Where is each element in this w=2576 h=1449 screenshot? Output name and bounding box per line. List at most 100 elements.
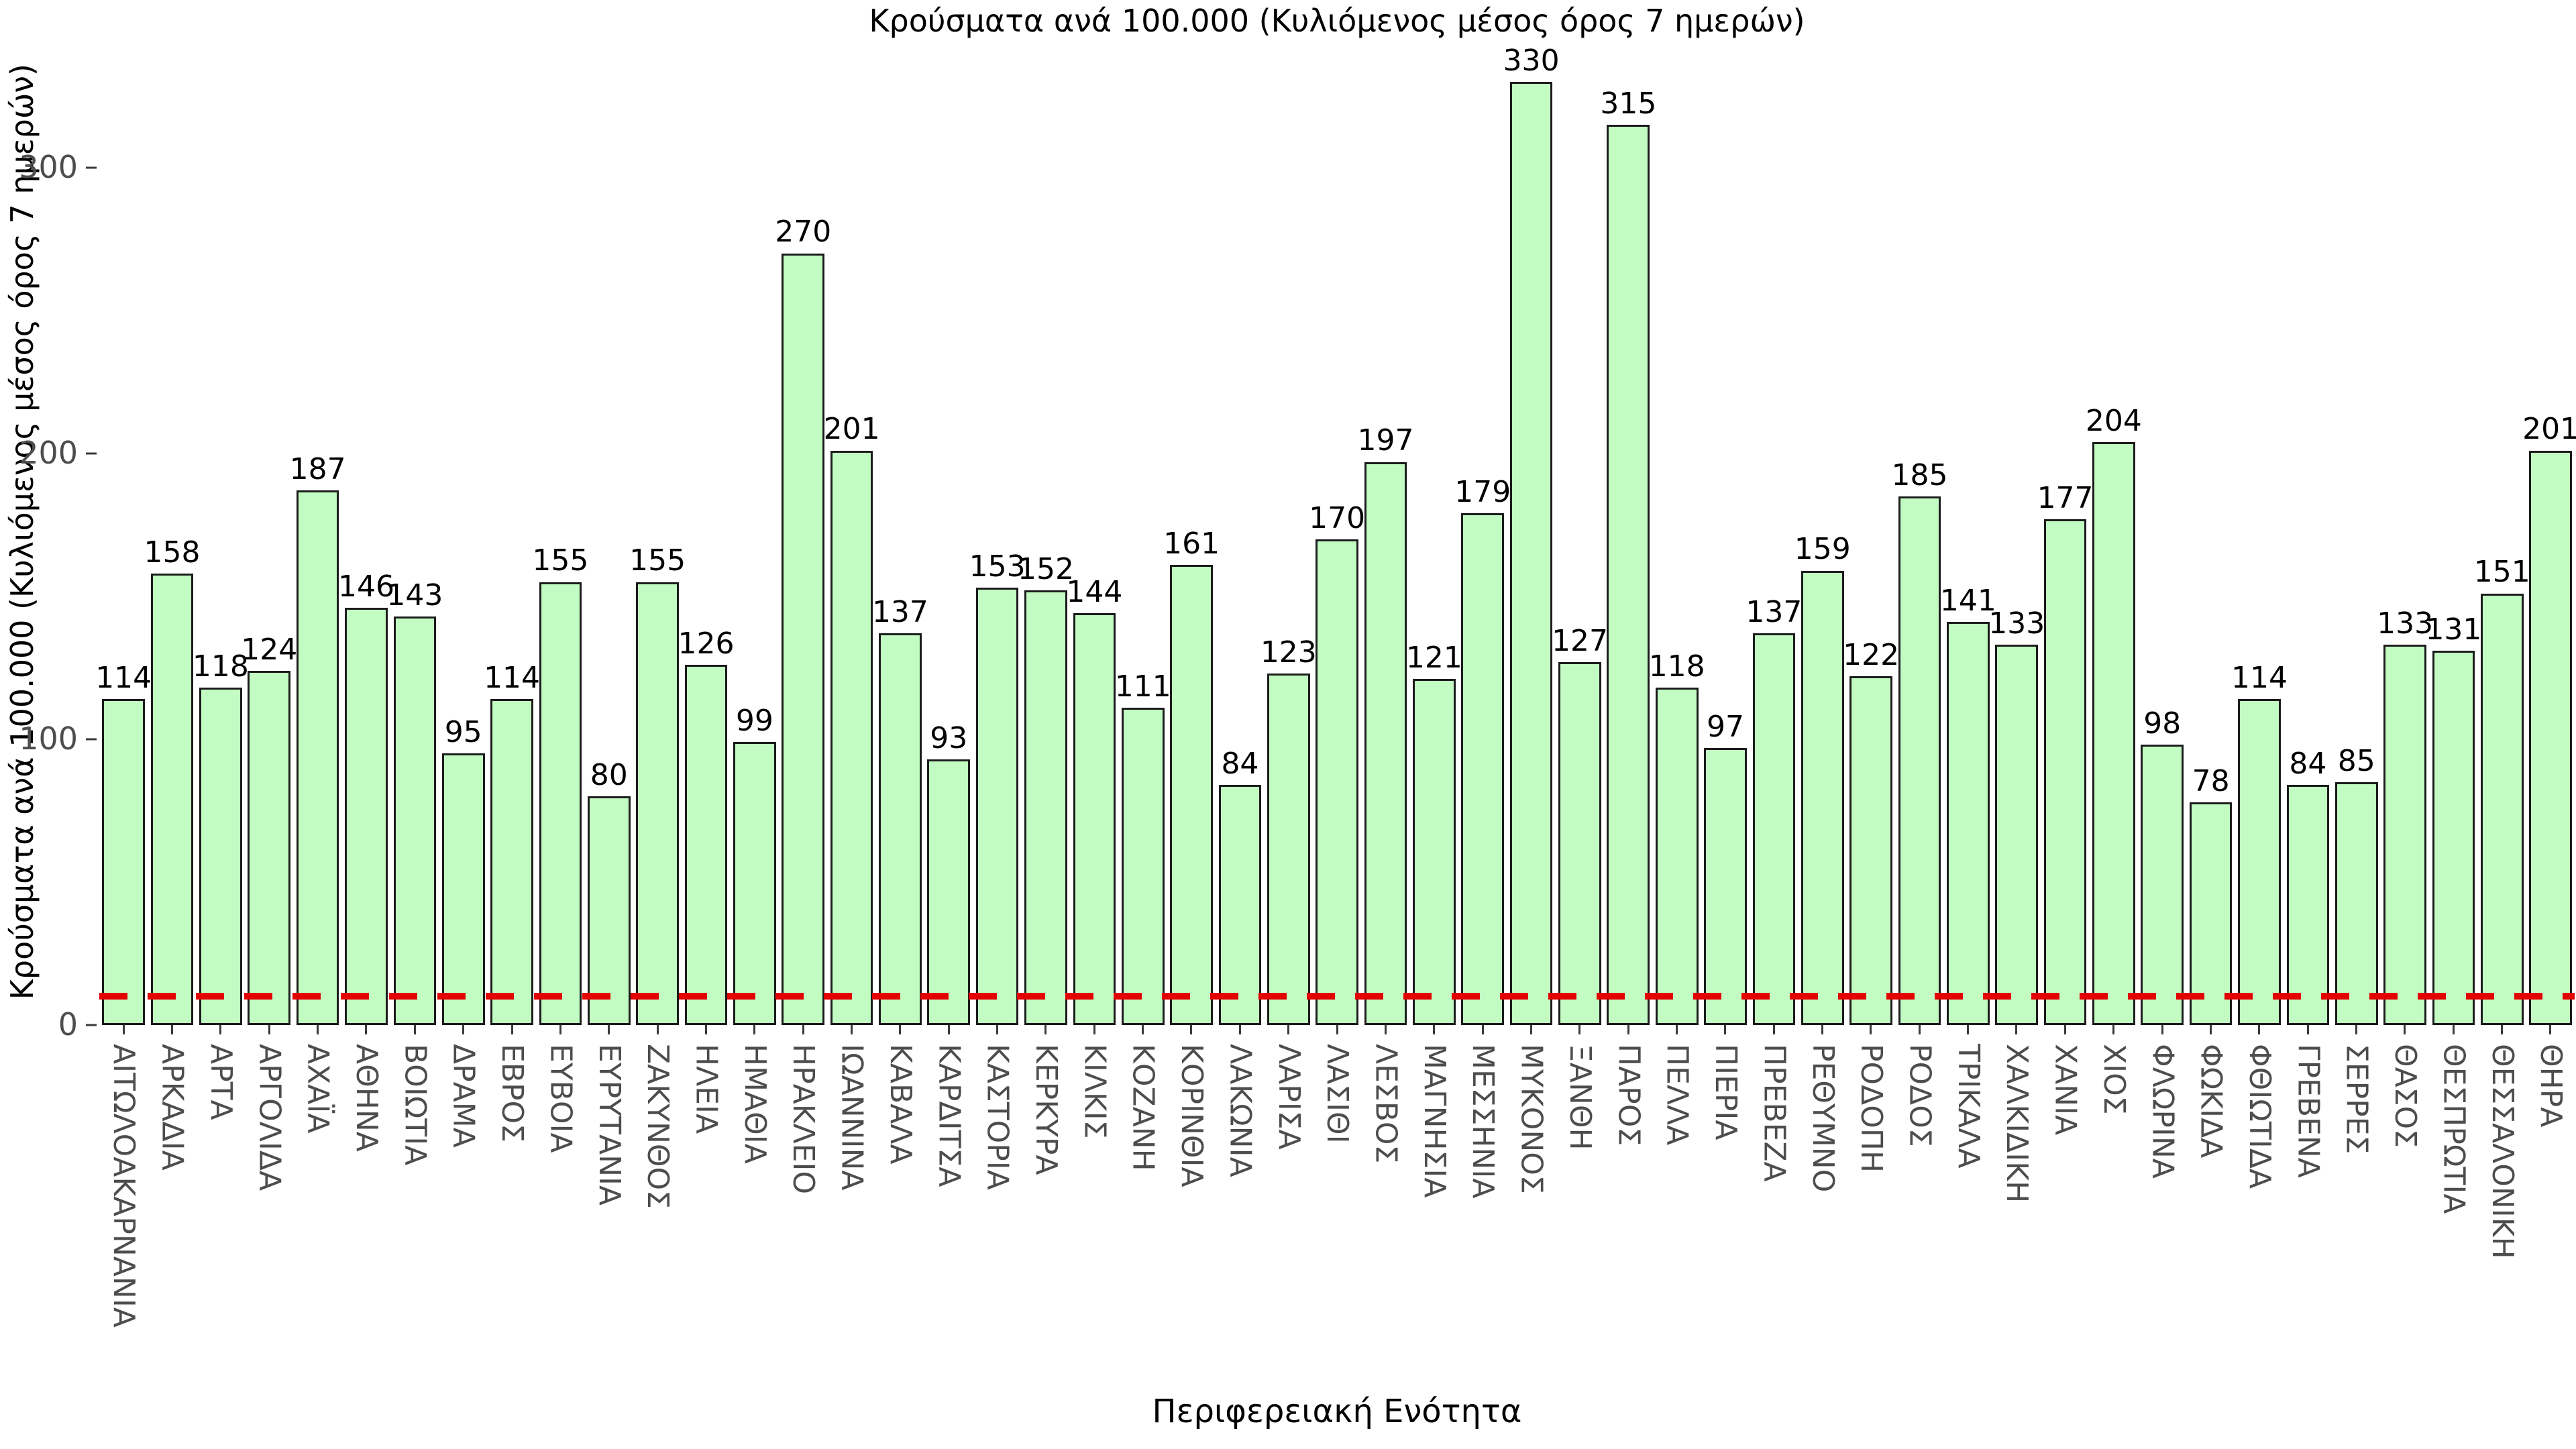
- bar-value-label: 98: [2143, 706, 2182, 741]
- bar: [975, 588, 1019, 1025]
- bar: [1752, 633, 1796, 1025]
- x-category-cell: ΦΘΙΩΤΙΔΑ: [2235, 1044, 2284, 1328]
- y-tick-mark: [86, 1024, 97, 1026]
- x-tick-mark: [1142, 1025, 1144, 1034]
- bar-value-label: 126: [678, 626, 735, 661]
- plot-area: 114 158 118 124 187 146 143 95 114 155 80 155 126 99 2…: [95, 39, 2576, 1025]
- chart-title: Κρούσματα ανά 100.000 (Κυλιόμενος μέσος …: [869, 3, 1805, 39]
- x-tick-mark: [413, 1025, 416, 1034]
- x-category-cell: ΞΑΝΘΗ: [1556, 1044, 1604, 1328]
- x-tick-mark: [219, 1025, 222, 1034]
- bar-value-label: 177: [2037, 480, 2094, 515]
- bar-value-label: 78: [2192, 763, 2230, 798]
- x-category-cell: ΜΑΓΝΗΣΙΑ: [1410, 1044, 1458, 1328]
- bar-value-label: 124: [241, 632, 298, 667]
- x-category-cell: ΑΡΤΑ: [197, 1044, 245, 1328]
- bar: [345, 607, 388, 1025]
- x-category-label: ΞΑΝΘΗ: [1562, 1044, 1597, 1150]
- x-tick-mark: [559, 1025, 561, 1034]
- bar: [150, 573, 194, 1025]
- bar-column: 146: [338, 39, 394, 1025]
- x-category-label: ΛΑΣΙΘΙ: [1320, 1044, 1355, 1144]
- y-tick-mark: [86, 452, 97, 455]
- bar-column: 315: [1600, 39, 1656, 1025]
- x-category-cell: ΠΡΕΒΕΖΑ: [1750, 1044, 1798, 1328]
- x-category-cell: ΖΑΚΥΝΘΟΣ: [633, 1044, 682, 1328]
- bar-column: 153: [969, 39, 1026, 1025]
- x-category-label: ΚΕΡΚΥΡΑ: [1029, 1044, 1063, 1175]
- bar-column: 201: [2522, 39, 2576, 1025]
- bar-column: 133: [1988, 39, 2045, 1025]
- bar-column: 78: [2186, 39, 2235, 1025]
- x-category-label: ΑΡΤΑ: [203, 1044, 238, 1120]
- bar: [927, 759, 971, 1025]
- bar: [1801, 570, 1844, 1025]
- bar-column: 124: [241, 39, 297, 1025]
- x-tick-mark: [2209, 1025, 2212, 1034]
- x-category-cell: ΘΕΣΣΑΛΟΝΙΚΗ: [2478, 1044, 2526, 1328]
- bar-column: 201: [824, 39, 880, 1025]
- bar-value-label: 330: [1503, 43, 1560, 78]
- x-category-label: ΚΟΖΑΝΗ: [1126, 1044, 1161, 1171]
- x-category-cell: ΗΡΑΚΛΕΙΟ: [779, 1044, 827, 1328]
- bar-value-label: 155: [532, 543, 589, 578]
- bar: [1947, 622, 1990, 1025]
- bar-value-label: 123: [1260, 635, 1317, 669]
- bar-column: 123: [1260, 39, 1317, 1025]
- bar-value-label: 114: [2231, 661, 2288, 696]
- x-category-label: ΛΑΡΙΣΑ: [1271, 1044, 1306, 1150]
- y-tick-label: 200: [19, 434, 78, 471]
- bar-value-label: 158: [144, 535, 201, 570]
- x-tick-mark: [1093, 1025, 1095, 1034]
- x-tick-mark: [1772, 1025, 1775, 1034]
- bar-column: 187: [290, 39, 346, 1025]
- x-category-label: ΡΕΘΥΜΝΟ: [1805, 1044, 1840, 1193]
- x-category-label: ΘΗΡΑ: [2534, 1044, 2569, 1128]
- x-tick-mark: [1724, 1025, 1727, 1034]
- x-tick-mark: [1676, 1025, 1678, 1034]
- x-category-cell: ΦΩΚΙΔΑ: [2186, 1044, 2235, 1328]
- bar-value-label: 84: [1221, 746, 1259, 781]
- x-tick-mark: [947, 1025, 950, 1034]
- bar-value-label: 85: [2337, 743, 2375, 778]
- x-tick-mark: [2452, 1025, 2455, 1034]
- bar: [1898, 496, 1941, 1025]
- bar-value-label: 111: [1114, 669, 1171, 704]
- x-category-label: ΦΩΚΙΔΑ: [2194, 1044, 2229, 1159]
- x-category-label: ΛΑΚΩΝΙΑ: [1223, 1044, 1258, 1177]
- x-tick-mark: [2306, 1025, 2309, 1034]
- bar: [782, 253, 825, 1025]
- x-tick-mark: [2355, 1025, 2357, 1034]
- bar: [1558, 661, 1601, 1025]
- bar: [2432, 650, 2475, 1025]
- bar-column: 85: [2332, 39, 2381, 1025]
- x-category-label: ΚΑΡΔΙΤΣΑ: [932, 1044, 967, 1187]
- bar-value-label: 118: [1648, 649, 1705, 684]
- bar: [2480, 593, 2524, 1025]
- bar-value-label: 80: [590, 757, 628, 792]
- x-category-cell: ΕΒΡΟΣ: [488, 1044, 536, 1328]
- x-category-cell: ΚΑΣΤΟΡΙΑ: [973, 1044, 1021, 1328]
- x-category-cell: ΙΩΑΝΝΙΝΑ: [827, 1044, 875, 1328]
- bar: [587, 796, 631, 1025]
- bar-value-label: 146: [337, 569, 394, 604]
- bar-value-label: 137: [871, 595, 928, 630]
- x-tick-mark: [365, 1025, 368, 1034]
- bar: [539, 582, 582, 1025]
- bar-value-label: 122: [1843, 638, 1900, 673]
- x-tick-mark: [608, 1025, 610, 1034]
- bar: [490, 699, 533, 1025]
- bar-value-label: 99: [735, 704, 773, 739]
- bar: [684, 665, 728, 1025]
- bar-column: 127: [1552, 39, 1608, 1025]
- x-category-label: ΚΑΣΤΟΡΙΑ: [980, 1044, 1015, 1190]
- bar: [1073, 613, 1116, 1025]
- x-tick-mark: [171, 1025, 173, 1034]
- bar-column: 114: [2231, 39, 2288, 1025]
- bar-column: 144: [1066, 39, 1122, 1025]
- x-tick-mark: [1918, 1025, 1921, 1034]
- bar: [393, 616, 437, 1025]
- x-tick-mark: [122, 1025, 125, 1034]
- x-tick-mark: [2063, 1025, 2066, 1034]
- x-tick-mark: [1967, 1025, 1970, 1034]
